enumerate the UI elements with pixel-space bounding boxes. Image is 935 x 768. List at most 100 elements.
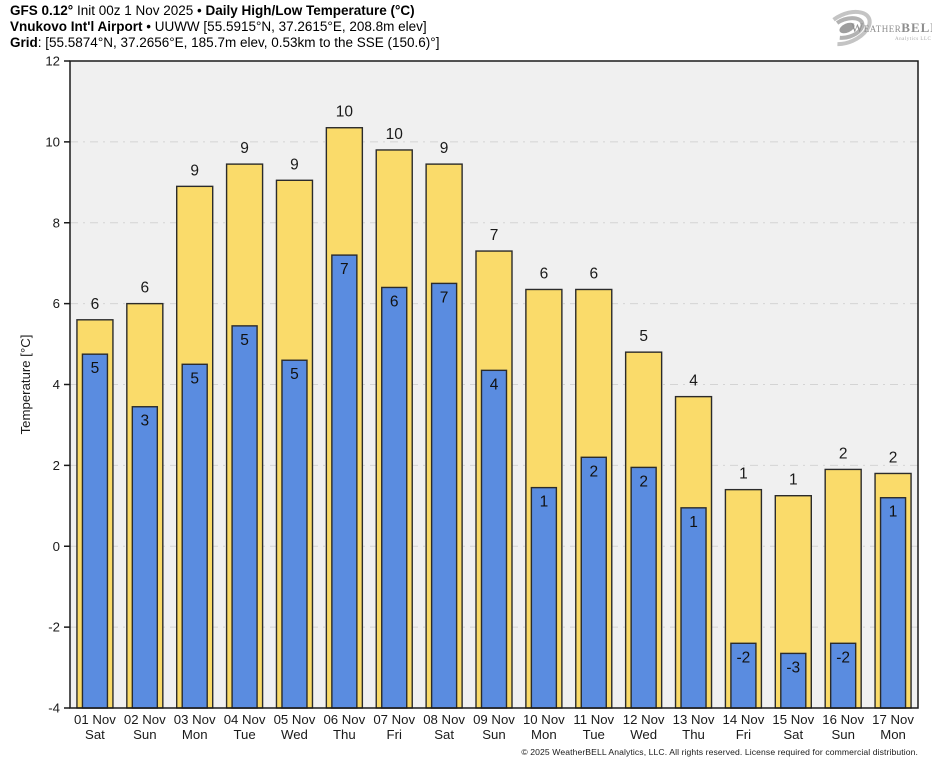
copyright-notice: © 2025 WeatherBELL Analytics, LLC. All r… [521,747,918,757]
x-tick-date-label: 17 Nov [872,712,914,727]
y-tick-label: 4 [53,377,60,392]
low-bar [81,353,109,709]
high-value-label: 1 [789,472,798,489]
high-value-label: 6 [141,280,150,297]
x-tick-weekday-label: Sat [434,727,454,742]
low-bar [580,456,607,709]
high-value-label: 10 [336,104,354,121]
weatherbell-logo: WeatherBELL Analytics LLC [822,9,932,47]
low-bar [430,282,458,709]
x-tick-weekday-label: Sat [783,727,803,742]
low-bar [530,486,558,709]
y-tick-label: 10 [45,134,60,149]
low-bar [829,642,857,709]
model-name: GFS 0.12° [10,3,74,18]
low-value-label: 5 [91,360,100,377]
y-axis-title: Temperature [°C] [18,335,33,435]
y-tick-label: 12 [45,54,60,69]
low-value-label: 6 [390,293,399,310]
x-tick-weekday-label: Thu [333,727,356,742]
high-value-label: 9 [240,140,249,157]
x-tick-weekday-label: Sun [831,727,854,742]
x-tick-weekday-label: Tue [233,727,255,742]
x-tick-date-label: 05 Nov [274,712,316,727]
low-value-label: 5 [190,370,199,387]
x-tick-weekday-label: Sat [85,727,105,742]
low-value-label: -3 [786,659,800,676]
x-tick-weekday-label: Wed [281,727,308,742]
logo-brand-text: WeatherBELL [851,20,932,35]
x-tick-date-label: 13 Nov [673,712,715,727]
x-tick-date-label: 11 Nov [573,712,614,727]
low-value-label: 3 [141,413,150,430]
low-value-label: 7 [440,289,449,306]
high-value-label: 9 [440,140,449,157]
x-tick-weekday-label: Tue [583,727,605,742]
x-tick-date-label: 14 Nov [723,712,765,727]
high-value-label: 7 [490,227,499,244]
logo-subtitle: Analytics LLC [895,37,932,42]
high-value-label: 6 [91,296,100,313]
low-value-label: 1 [689,514,698,531]
low-bar [381,286,408,709]
low-bar [630,466,657,709]
chart-header: GFS 0.12° Init 00z 1 Nov 2025 • Daily Hi… [10,3,439,51]
x-tick-weekday-label: Fri [736,727,751,742]
x-tick-date-label: 02 Nov [124,712,166,727]
low-bar [480,369,508,709]
x-tick-weekday-label: Mon [531,727,557,742]
high-value-label: 2 [839,445,848,462]
x-tick-date-label: 07 Nov [373,712,415,727]
high-value-label: 1 [739,466,748,483]
low-value-label: 2 [639,473,648,490]
x-tick-weekday-label: Mon [880,727,906,742]
x-tick-weekday-label: Fri [387,727,402,742]
high-value-label: 10 [386,126,404,143]
high-value-label: 5 [639,328,648,345]
grid-label: Grid [10,35,38,50]
low-value-label: -2 [836,649,850,666]
high-value-label: 2 [889,449,898,466]
low-bar [780,652,807,709]
high-value-label: 4 [689,373,698,390]
low-bar [181,363,208,709]
grid-coords: : [55.5874°N, 37.2656°E, 185.7m elev, 0.… [37,35,440,50]
page-title: Daily High/Low Temperature (°C) [205,3,415,18]
low-bar [730,642,757,709]
x-tick-weekday-label: Mon [182,727,208,742]
x-tick-date-label: 08 Nov [423,712,465,727]
y-tick-label: -2 [48,620,60,635]
low-value-label: 1 [889,504,898,521]
x-tick-date-label: 10 Nov [523,712,565,727]
init-time: Init 00z 1 Nov 2025 • [73,3,206,18]
header-line-2: Vnukovo Int'l Airport • UUWW [55.5915°N,… [10,19,439,35]
low-bar [879,497,907,709]
low-value-label: 5 [290,366,299,383]
low-bar [231,325,258,709]
low-value-label: 7 [340,261,349,278]
high-value-label: 9 [190,162,199,179]
header-line-1: GFS 0.12° Init 00z 1 Nov 2025 • Daily Hi… [10,3,439,19]
x-tick-weekday-label: Sun [133,727,156,742]
x-tick-date-label: 09 Nov [473,712,515,727]
x-tick-weekday-label: Sun [482,727,505,742]
low-value-label: 2 [589,463,598,480]
x-tick-date-label: 16 Nov [822,712,864,727]
header-line-3: Grid: [55.5874°N, 37.2656°E, 185.7m elev… [10,35,439,51]
low-value-label: 5 [240,332,249,349]
station-name: Vnukovo Int'l Airport [10,19,143,34]
high-value-label: 6 [540,265,549,282]
x-tick-weekday-label: Wed [630,727,657,742]
low-bar [131,406,159,709]
x-tick-date-label: 12 Nov [623,712,665,727]
high-value-label: 9 [290,156,299,173]
low-value-label: 1 [540,494,549,511]
station-coords: • UUWW [55.5915°N, 37.2615°E, 208.8m ele… [142,19,427,34]
high-value-label: 6 [589,265,598,282]
x-tick-date-label: 01 Nov [74,712,116,727]
y-tick-label: -4 [48,701,60,716]
low-value-label: 4 [490,376,499,393]
hurricane-swirl-icon [822,9,872,47]
